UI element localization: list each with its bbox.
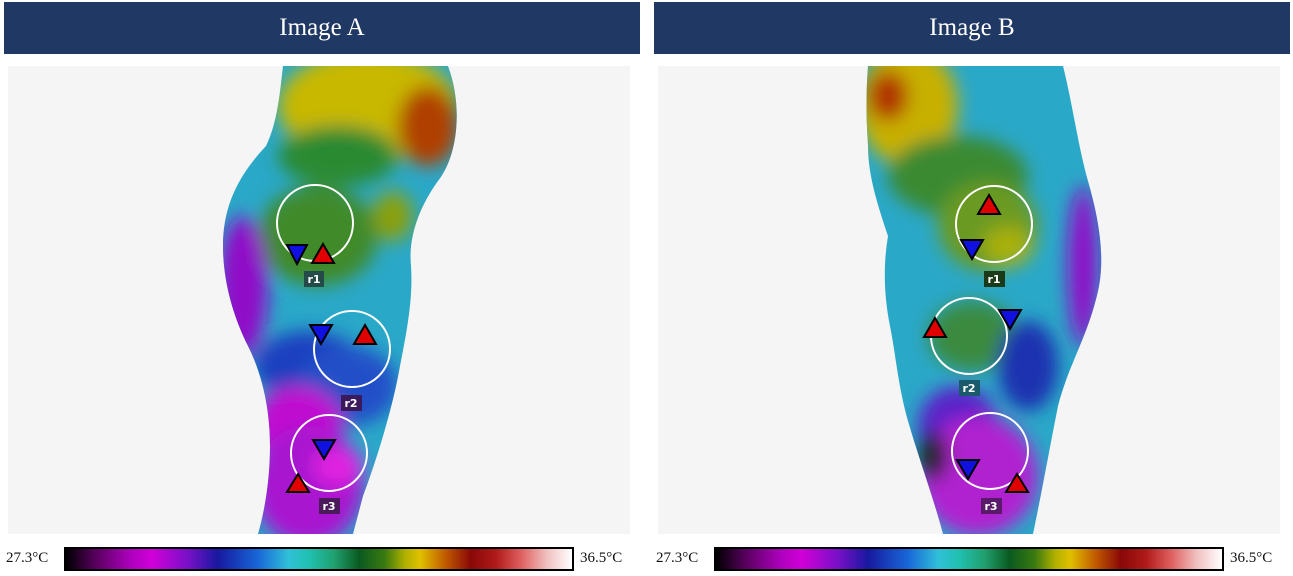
max-temp-marker xyxy=(1004,472,1030,493)
min-temp-marker xyxy=(308,324,334,346)
max-temp-marker xyxy=(976,193,1002,215)
scale-min-label: 27.3°C xyxy=(656,550,699,566)
roi-label-r2: r2 xyxy=(344,397,357,410)
roi-label-r2: r2 xyxy=(962,382,975,395)
roi-circle-r3 xyxy=(951,412,1029,490)
roi-label-bg xyxy=(304,271,324,287)
scale-max-label: 36.5°C xyxy=(580,550,623,566)
temperature-scale: 27.3°C 36.5°C xyxy=(654,545,1290,575)
max-temp-marker xyxy=(922,316,948,338)
roi-label-r1: r1 xyxy=(307,273,320,286)
roi-label-bg xyxy=(341,395,362,411)
max-temp-marker xyxy=(285,472,311,493)
roi-circle-r3 xyxy=(290,414,368,492)
roi-circle-r1 xyxy=(955,185,1033,263)
max-temp-marker xyxy=(310,242,336,264)
min-temp-marker xyxy=(959,239,985,261)
min-temp-marker xyxy=(311,439,337,461)
min-temp-marker xyxy=(285,244,309,267)
thermal-panel-a: Image A xyxy=(4,2,640,574)
thermal-panel-b: Image B xyxy=(654,2,1290,574)
roi-label-bg xyxy=(984,271,1005,287)
roi-label-bg xyxy=(959,380,980,396)
panel-title: Image A xyxy=(4,2,640,54)
colorbar xyxy=(714,547,1224,571)
roi-label-bg xyxy=(319,498,340,514)
roi-circle-r2 xyxy=(313,310,391,388)
min-temp-marker xyxy=(955,459,981,481)
scale-min-label: 27.3°C xyxy=(6,550,49,566)
max-temp-marker xyxy=(352,323,378,345)
roi-label-bg xyxy=(981,498,1002,514)
scale-max-label: 36.5°C xyxy=(1230,550,1273,566)
temperature-scale: 27.3°C 36.5°C xyxy=(4,545,640,575)
panel-title: Image B xyxy=(654,2,1290,54)
colorbar xyxy=(64,547,574,571)
roi-label-r3: r3 xyxy=(984,500,997,513)
roi-label-r1: r1 xyxy=(987,273,1000,286)
thermal-image: r1 r2 r3 xyxy=(8,66,630,534)
roi-label-r3: r3 xyxy=(322,500,335,513)
thermal-image: r1 r2 r3 xyxy=(658,66,1280,534)
min-temp-marker xyxy=(997,309,1023,331)
